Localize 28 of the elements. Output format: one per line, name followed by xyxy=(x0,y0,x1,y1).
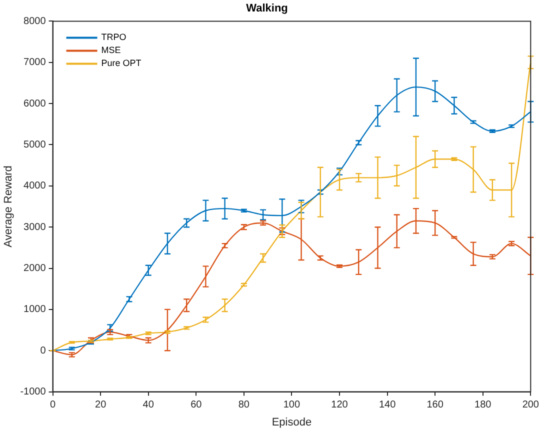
x-tick-label: 40 xyxy=(142,400,154,411)
x-tick-label: 200 xyxy=(522,400,540,411)
point xyxy=(259,220,267,226)
chart-title: Walking xyxy=(246,2,288,15)
x-tick-label: 60 xyxy=(190,400,202,411)
y-tick-label: -1000 xyxy=(20,386,46,398)
y-tick-label: 0 xyxy=(40,345,46,356)
x-tick-label: 20 xyxy=(95,400,107,411)
legend-label: MSE xyxy=(101,45,121,56)
y-tick-label: 2000 xyxy=(24,263,46,274)
legend-label: TRPO xyxy=(101,32,126,42)
y-tick-label: 3000 xyxy=(24,222,46,233)
legend-label: Pure OPT xyxy=(101,58,142,68)
y-tick-label: 7000 xyxy=(24,57,46,68)
x-tick-label: 80 xyxy=(238,400,250,411)
x-tick-label: 0 xyxy=(50,400,56,411)
x-tick-label: 140 xyxy=(378,400,396,411)
y-tick-label: 8000 xyxy=(24,16,46,27)
x-tick-label: 120 xyxy=(331,400,348,411)
x-tick-label: 160 xyxy=(426,400,444,411)
x-tick-label: 180 xyxy=(474,400,492,411)
y-axis-title: Average Reward xyxy=(2,166,15,248)
y-tick-label: 1000 xyxy=(24,304,46,316)
x-tick-label: 100 xyxy=(283,400,300,411)
y-tick-label: 6000 xyxy=(24,98,46,110)
x-axis-title: Episode xyxy=(272,416,312,428)
y-tick-label: 4000 xyxy=(24,180,46,192)
y-tick-label: 5000 xyxy=(24,139,46,150)
